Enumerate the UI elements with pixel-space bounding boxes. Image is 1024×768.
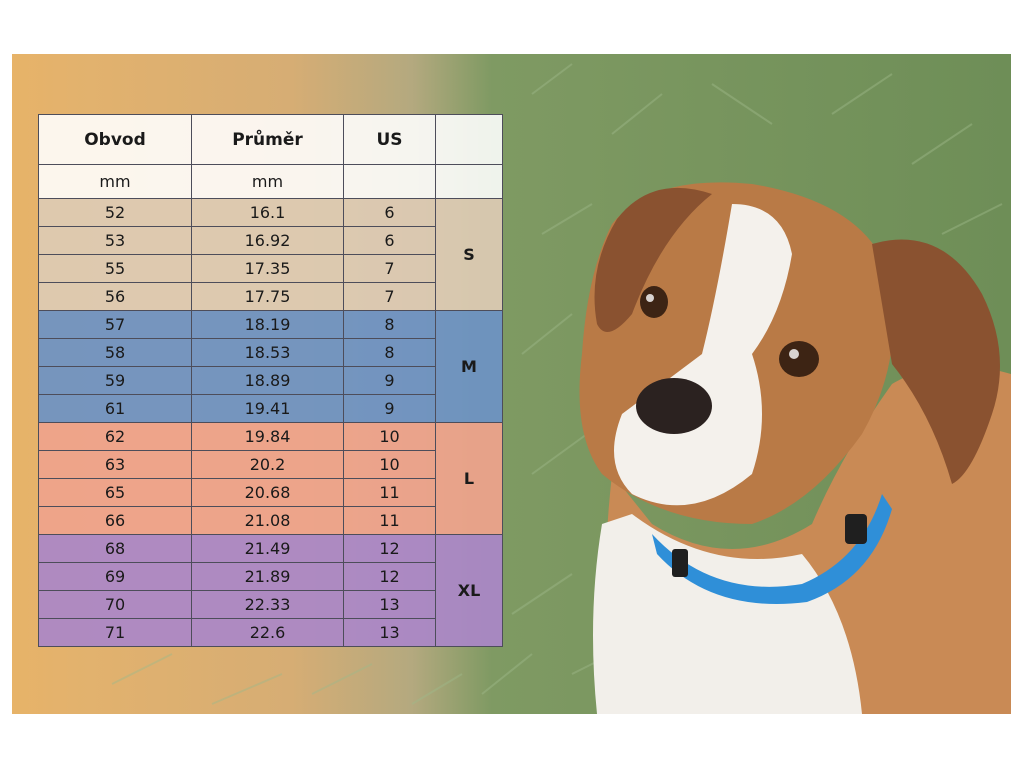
table-row: 69 21.89 12 (38, 562, 503, 591)
obvod-cell: 61 (38, 394, 192, 423)
size-label: XL (435, 534, 503, 647)
unit-prumer: mm (191, 164, 344, 199)
unit-size (435, 164, 503, 199)
prumer-cell: 21.89 (191, 562, 344, 591)
prumer-cell: 16.1 (191, 198, 344, 227)
us-cell: 13 (343, 590, 436, 619)
prumer-cell: 21.49 (191, 534, 344, 563)
units-row: mm mm (38, 164, 503, 199)
size-label: M (435, 310, 503, 423)
obvod-cell: 71 (38, 618, 192, 647)
prumer-cell: 21.08 (191, 506, 344, 535)
prumer-cell: 18.19 (191, 310, 344, 339)
obvod-cell: 70 (38, 590, 192, 619)
table-row: 66 21.08 11 (38, 506, 503, 535)
table-row: 56 17.75 7 (38, 282, 503, 311)
header-row: Obvod Průměr US (38, 114, 503, 165)
table-row: 58 18.53 8 (38, 338, 503, 367)
us-cell: 7 (343, 254, 436, 283)
size-label: L (435, 422, 503, 535)
obvod-cell: 59 (38, 366, 192, 395)
header-us: US (343, 114, 436, 165)
header-obvod: Obvod (38, 114, 192, 165)
obvod-cell: 63 (38, 450, 192, 479)
size-label: S (435, 198, 503, 311)
table-row: 62 19.84 10 L (38, 422, 503, 535)
us-cell: 11 (343, 506, 436, 535)
table-row: 55 17.35 7 (38, 254, 503, 283)
header-prumer: Průměr (191, 114, 344, 165)
table-row: 70 22.33 13 (38, 590, 503, 619)
us-cell: 7 (343, 282, 436, 311)
obvod-cell: 57 (38, 310, 192, 339)
prumer-cell: 18.89 (191, 366, 344, 395)
header-size (435, 114, 503, 165)
us-cell: 8 (343, 310, 436, 339)
prumer-cell: 20.2 (191, 450, 344, 479)
us-cell: 6 (343, 226, 436, 255)
us-cell: 12 (343, 562, 436, 591)
obvod-cell: 53 (38, 226, 192, 255)
size-chart-body: 52 16.1 6 S 53 16.92 6 55 17.35 7 56 17.75 7 57 18.19 8… (38, 198, 503, 647)
prumer-cell: 16.92 (191, 226, 344, 255)
table-row: 68 21.49 12 XL (38, 534, 503, 647)
us-cell: 12 (343, 534, 436, 563)
table-row: 53 16.92 6 (38, 226, 503, 255)
prumer-cell: 20.68 (191, 478, 344, 507)
unit-us (343, 164, 436, 199)
us-cell: 10 (343, 422, 436, 451)
us-cell: 8 (343, 338, 436, 367)
table-row: 57 18.19 8 M (38, 310, 503, 423)
table-row: 63 20.2 10 (38, 450, 503, 479)
us-cell: 13 (343, 618, 436, 647)
obvod-cell: 58 (38, 338, 192, 367)
obvod-cell: 65 (38, 478, 192, 507)
obvod-cell: 69 (38, 562, 192, 591)
obvod-cell: 62 (38, 422, 192, 451)
size-chart-table: Obvod Průměr US mm mm 52 16.1 6 S 53 16.92 6 55… (38, 114, 503, 647)
us-cell: 10 (343, 450, 436, 479)
us-cell: 9 (343, 394, 436, 423)
us-cell: 9 (343, 366, 436, 395)
prumer-cell: 22.6 (191, 618, 344, 647)
prumer-cell: 22.33 (191, 590, 344, 619)
obvod-cell: 52 (38, 198, 192, 227)
us-cell: 11 (343, 478, 436, 507)
obvod-cell: 68 (38, 534, 192, 563)
dog-illustration (111, 63, 1011, 714)
us-cell: 6 (343, 198, 436, 227)
prumer-cell: 19.41 (191, 394, 344, 423)
table-row: 65 20.68 11 (38, 478, 503, 507)
table-row: 52 16.1 6 S (38, 198, 503, 311)
prumer-cell: 19.84 (191, 422, 344, 451)
obvod-cell: 56 (38, 282, 192, 311)
obvod-cell: 55 (38, 254, 192, 283)
table-row: 59 18.89 9 (38, 366, 503, 395)
prumer-cell: 17.75 (191, 282, 344, 311)
prumer-cell: 18.53 (191, 338, 344, 367)
obvod-cell: 66 (38, 506, 192, 535)
prumer-cell: 17.35 (191, 254, 344, 283)
table-row: 71 22.6 13 (38, 618, 503, 647)
unit-obvod: mm (38, 164, 192, 199)
table-row: 61 19.41 9 (38, 394, 503, 423)
